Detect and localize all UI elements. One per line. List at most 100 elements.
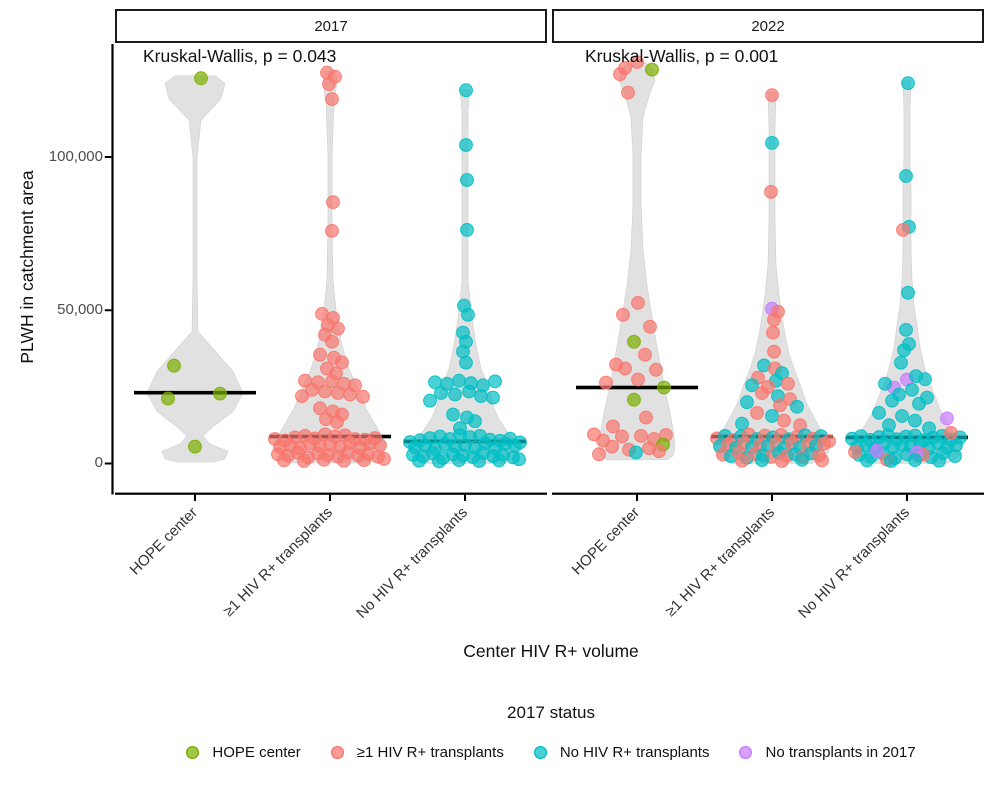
data-point xyxy=(894,355,908,370)
data-point xyxy=(592,447,606,462)
x-tick-mark xyxy=(194,494,196,501)
data-point xyxy=(459,138,473,152)
data-point xyxy=(621,85,635,100)
data-point xyxy=(755,453,769,468)
data-point xyxy=(766,325,780,340)
y-axis-title: PLWH in catchment area xyxy=(17,170,37,364)
y-tick-mark xyxy=(104,462,112,465)
data-point xyxy=(318,384,332,399)
data-point xyxy=(326,195,340,210)
data-point xyxy=(462,384,476,399)
data-point xyxy=(912,396,926,411)
x-axis-title: Center HIV R+ volume xyxy=(463,641,639,661)
data-point xyxy=(944,426,958,440)
x-tick-mark xyxy=(906,494,908,501)
data-point xyxy=(377,452,391,466)
y-axis-line xyxy=(111,44,114,495)
y-tick-mark xyxy=(104,156,112,158)
data-point xyxy=(767,312,781,327)
data-point xyxy=(629,445,643,460)
data-point xyxy=(795,452,809,467)
data-point xyxy=(755,386,769,400)
data-point xyxy=(459,355,473,370)
data-point xyxy=(512,452,526,467)
legend-item-label: No transplants in 2017 xyxy=(765,744,916,761)
data-point xyxy=(492,453,506,468)
data-point xyxy=(895,409,909,423)
data-point xyxy=(167,358,181,373)
data-point xyxy=(899,169,913,183)
y-tick-mark xyxy=(104,309,112,312)
x-tick-mark xyxy=(636,494,638,501)
data-point xyxy=(627,392,641,407)
data-point xyxy=(460,223,474,237)
data-point xyxy=(765,136,779,150)
legend-item-label: No HIV R+ transplants xyxy=(559,744,710,761)
data-point xyxy=(461,307,475,322)
data-point xyxy=(615,429,629,444)
violin-2022-2 xyxy=(851,80,963,464)
no-transplants-2017-dot-icon xyxy=(739,746,753,759)
legend: HOPE center ≥1 HIV R+ transplants No HIV… xyxy=(102,744,998,761)
data-point xyxy=(735,416,749,431)
data-point xyxy=(885,393,899,408)
data-point xyxy=(313,347,327,362)
data-point xyxy=(188,439,202,454)
data-point xyxy=(343,387,357,402)
data-point xyxy=(452,373,466,388)
data-point xyxy=(773,398,787,413)
data-point xyxy=(488,374,502,389)
data-point xyxy=(899,323,913,337)
median-line-2022-0 xyxy=(576,385,698,390)
data-point xyxy=(161,391,175,406)
data-point xyxy=(460,173,474,187)
data-point xyxy=(295,389,309,404)
data-point xyxy=(905,383,919,397)
data-point xyxy=(645,62,659,77)
data-point xyxy=(474,389,488,404)
data-point xyxy=(599,375,613,390)
data-point xyxy=(432,454,446,469)
data-point xyxy=(331,386,345,400)
y-tick-label-0: 0 xyxy=(94,454,103,471)
data-point xyxy=(322,77,336,91)
violin-2022-1 xyxy=(713,92,831,464)
data-point xyxy=(452,453,466,468)
data-point xyxy=(750,406,764,420)
data-point xyxy=(745,378,759,393)
data-point xyxy=(781,376,795,391)
data-point xyxy=(848,445,862,459)
data-point xyxy=(357,453,371,468)
data-point xyxy=(860,453,874,468)
data-point xyxy=(901,76,915,90)
legend-item-label: HOPE center xyxy=(212,744,301,761)
data-point xyxy=(948,449,962,464)
data-point xyxy=(764,185,778,199)
legend-item-no-hiv-transplants: No HIV R+ transplants xyxy=(533,744,710,761)
data-point xyxy=(897,343,911,358)
data-point xyxy=(325,92,339,106)
facet-strip-label: 2022 xyxy=(751,17,785,35)
data-point xyxy=(740,395,754,410)
facet-strip-2022: 2022 xyxy=(552,9,984,43)
y-tick-label-100000: 100,000 xyxy=(48,148,103,165)
data-point xyxy=(618,361,632,376)
data-point xyxy=(767,344,781,359)
data-point xyxy=(638,347,652,362)
data-point xyxy=(373,438,387,453)
data-point xyxy=(652,444,666,459)
data-point xyxy=(486,390,500,405)
ge1-hiv-transplants-dot-icon xyxy=(330,746,344,759)
data-point xyxy=(423,393,437,408)
legend-title: 2017 status xyxy=(507,703,595,722)
data-point xyxy=(313,401,327,416)
violin-2017-1 xyxy=(274,70,386,464)
data-point xyxy=(331,321,345,336)
data-point xyxy=(765,88,779,102)
data-point xyxy=(337,453,351,468)
data-point xyxy=(325,334,339,349)
data-point xyxy=(815,453,829,468)
facet-panel-2017 xyxy=(134,65,527,469)
